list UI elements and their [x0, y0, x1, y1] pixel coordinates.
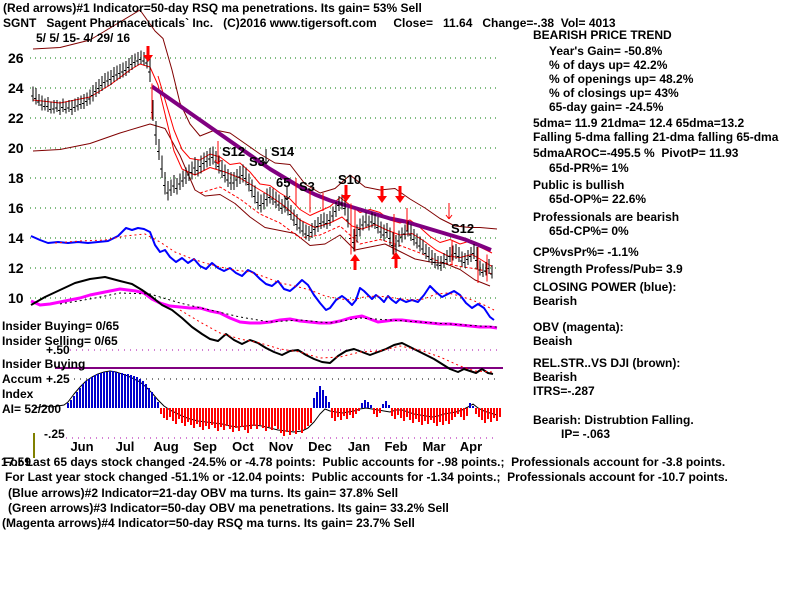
op-65d: 65d-OP%= 22.6%	[549, 192, 647, 206]
gain-65day: 65-day gain= -24.5%	[549, 100, 664, 114]
svg-text:Sep: Sep	[193, 439, 217, 454]
svg-text:16: 16	[8, 200, 24, 216]
ai-value: AI= 52/200	[2, 402, 62, 416]
title-line: SGNT Sagent Pharmaceuticals` Inc. (C)201…	[3, 16, 616, 30]
accum-histogram	[67, 371, 501, 436]
axis-labels: 26 24 22 20 18 16 14 12 10 Jun Jul Aug Sep Oct Nov Dec J…	[8, 50, 482, 454]
gridlines	[30, 57, 497, 299]
ip-value: IP= -.063	[561, 427, 611, 441]
label-65: 65	[276, 175, 290, 190]
summary-year: For Last year stock changed -51.1% or -1…	[5, 470, 728, 484]
distribution-note: Bearish: Distrubtion Falling.	[533, 413, 694, 427]
trend-header: BEARISH PRICE TREND	[533, 28, 672, 42]
strength-ratio: Strength Profess/Pub= 3.9	[533, 262, 683, 276]
svg-text:Apr: Apr	[460, 439, 482, 454]
professional-stance: Professionals are bearish	[533, 210, 680, 224]
svg-text:26: 26	[8, 50, 24, 66]
svg-text:10: 10	[8, 290, 24, 306]
panel-label-accum: Accum	[2, 372, 43, 386]
pct-days-up: % of days up= 42.2%	[549, 58, 668, 72]
indicator1-note: (Red arrows)#1 Indicator=50-day RSQ ma p…	[3, 1, 422, 15]
relstr-header: REL.STR..VS DJI (brown):	[533, 356, 681, 370]
svg-text:Aug: Aug	[153, 439, 178, 454]
signal-s12: S12	[222, 144, 245, 159]
panel-label-insider: Insider Buying	[2, 357, 86, 371]
scale-plus-25: +.25	[46, 372, 70, 386]
dma-trend: Falling 5-dma falling 21-dma falling 65-…	[533, 130, 779, 144]
years-gain: Year's Gain= -50.8%	[549, 44, 663, 58]
svg-text:12: 12	[8, 260, 24, 276]
reference-lines	[33, 349, 503, 458]
svg-text:22: 22	[8, 110, 24, 126]
pct-closings-up: % of closings up= 43%	[549, 86, 679, 100]
scale-plus-50: +.50	[46, 343, 70, 357]
dma-values: 5dma= 11.9 21dma= 12.4 65dma=13.2	[533, 116, 745, 130]
overlay-value: 17.59	[1, 455, 32, 469]
signal-s3: S3	[249, 154, 265, 169]
signal-s14: S14	[271, 144, 295, 159]
svg-text:Oct: Oct	[232, 439, 254, 454]
cp-vs-pr: CP%vsPr%= -1.1%	[533, 245, 639, 259]
obv-state: Beaish	[533, 334, 573, 348]
indicator4-note: (Magenta arrows)#4 Indicator=50-day RSQ …	[2, 516, 415, 530]
svg-text:20: 20	[8, 140, 24, 156]
signal-labels: S12 S3 S14 65 S3 S10 S12	[222, 144, 474, 236]
signal-s12b: S12	[451, 221, 474, 236]
cp-65d: 65d-CP%= 0%	[549, 224, 629, 238]
signal-strokes	[151, 83, 488, 283]
closing-power-state: Bearish	[533, 294, 578, 308]
panel-label-index: Index	[2, 387, 34, 401]
aroc-pivot: 5dmaAROC=-495.5 % PivotP= 11.93	[533, 146, 739, 160]
price-bars	[31, 50, 493, 279]
signal-s3b: S3	[299, 179, 315, 194]
insider-buying-count: Insider Buying= 0/65	[2, 319, 120, 333]
svg-text:Nov: Nov	[269, 439, 294, 454]
svg-text:Jul: Jul	[116, 439, 135, 454]
svg-text:Jun: Jun	[70, 439, 93, 454]
svg-text:Mar: Mar	[422, 439, 445, 454]
public-stance: Public is bullish	[533, 178, 625, 192]
date-range: 5/ 5/ 15- 4/ 29/ 16	[36, 31, 131, 45]
svg-text:14: 14	[8, 230, 24, 246]
obv-header: OBV (magenta):	[533, 320, 624, 334]
summary-65day: For Last 65 days stock changed -24.5% or…	[3, 455, 726, 469]
signal-arrows	[143, 46, 453, 270]
svg-text:18: 18	[8, 170, 24, 186]
indicator3-note: (Green arrows)#3 Indicator=50-day OBV ma…	[8, 501, 449, 515]
closing-power-header: CLOSING POWER (blue):	[533, 280, 677, 294]
svg-text:Dec: Dec	[308, 439, 332, 454]
svg-text:Jan: Jan	[348, 439, 370, 454]
svg-text:Feb: Feb	[384, 439, 407, 454]
relstr-state: Bearish	[533, 370, 578, 384]
itrs-value: ITRS=-.287	[533, 384, 595, 398]
insider-selling-count: Insider Selling= 0/65	[2, 334, 118, 348]
indicator2-note: (Blue arrows)#2 Indicator=21-day OBV ma …	[8, 486, 399, 500]
pct-openings-up: % of openings up= 48.2%	[549, 72, 694, 86]
svg-text:24: 24	[8, 80, 24, 96]
pr-65d: 65d-PR%= 1%	[549, 161, 629, 175]
scale-minus-25: -.25	[44, 427, 65, 441]
signal-s10: S10	[338, 172, 361, 187]
